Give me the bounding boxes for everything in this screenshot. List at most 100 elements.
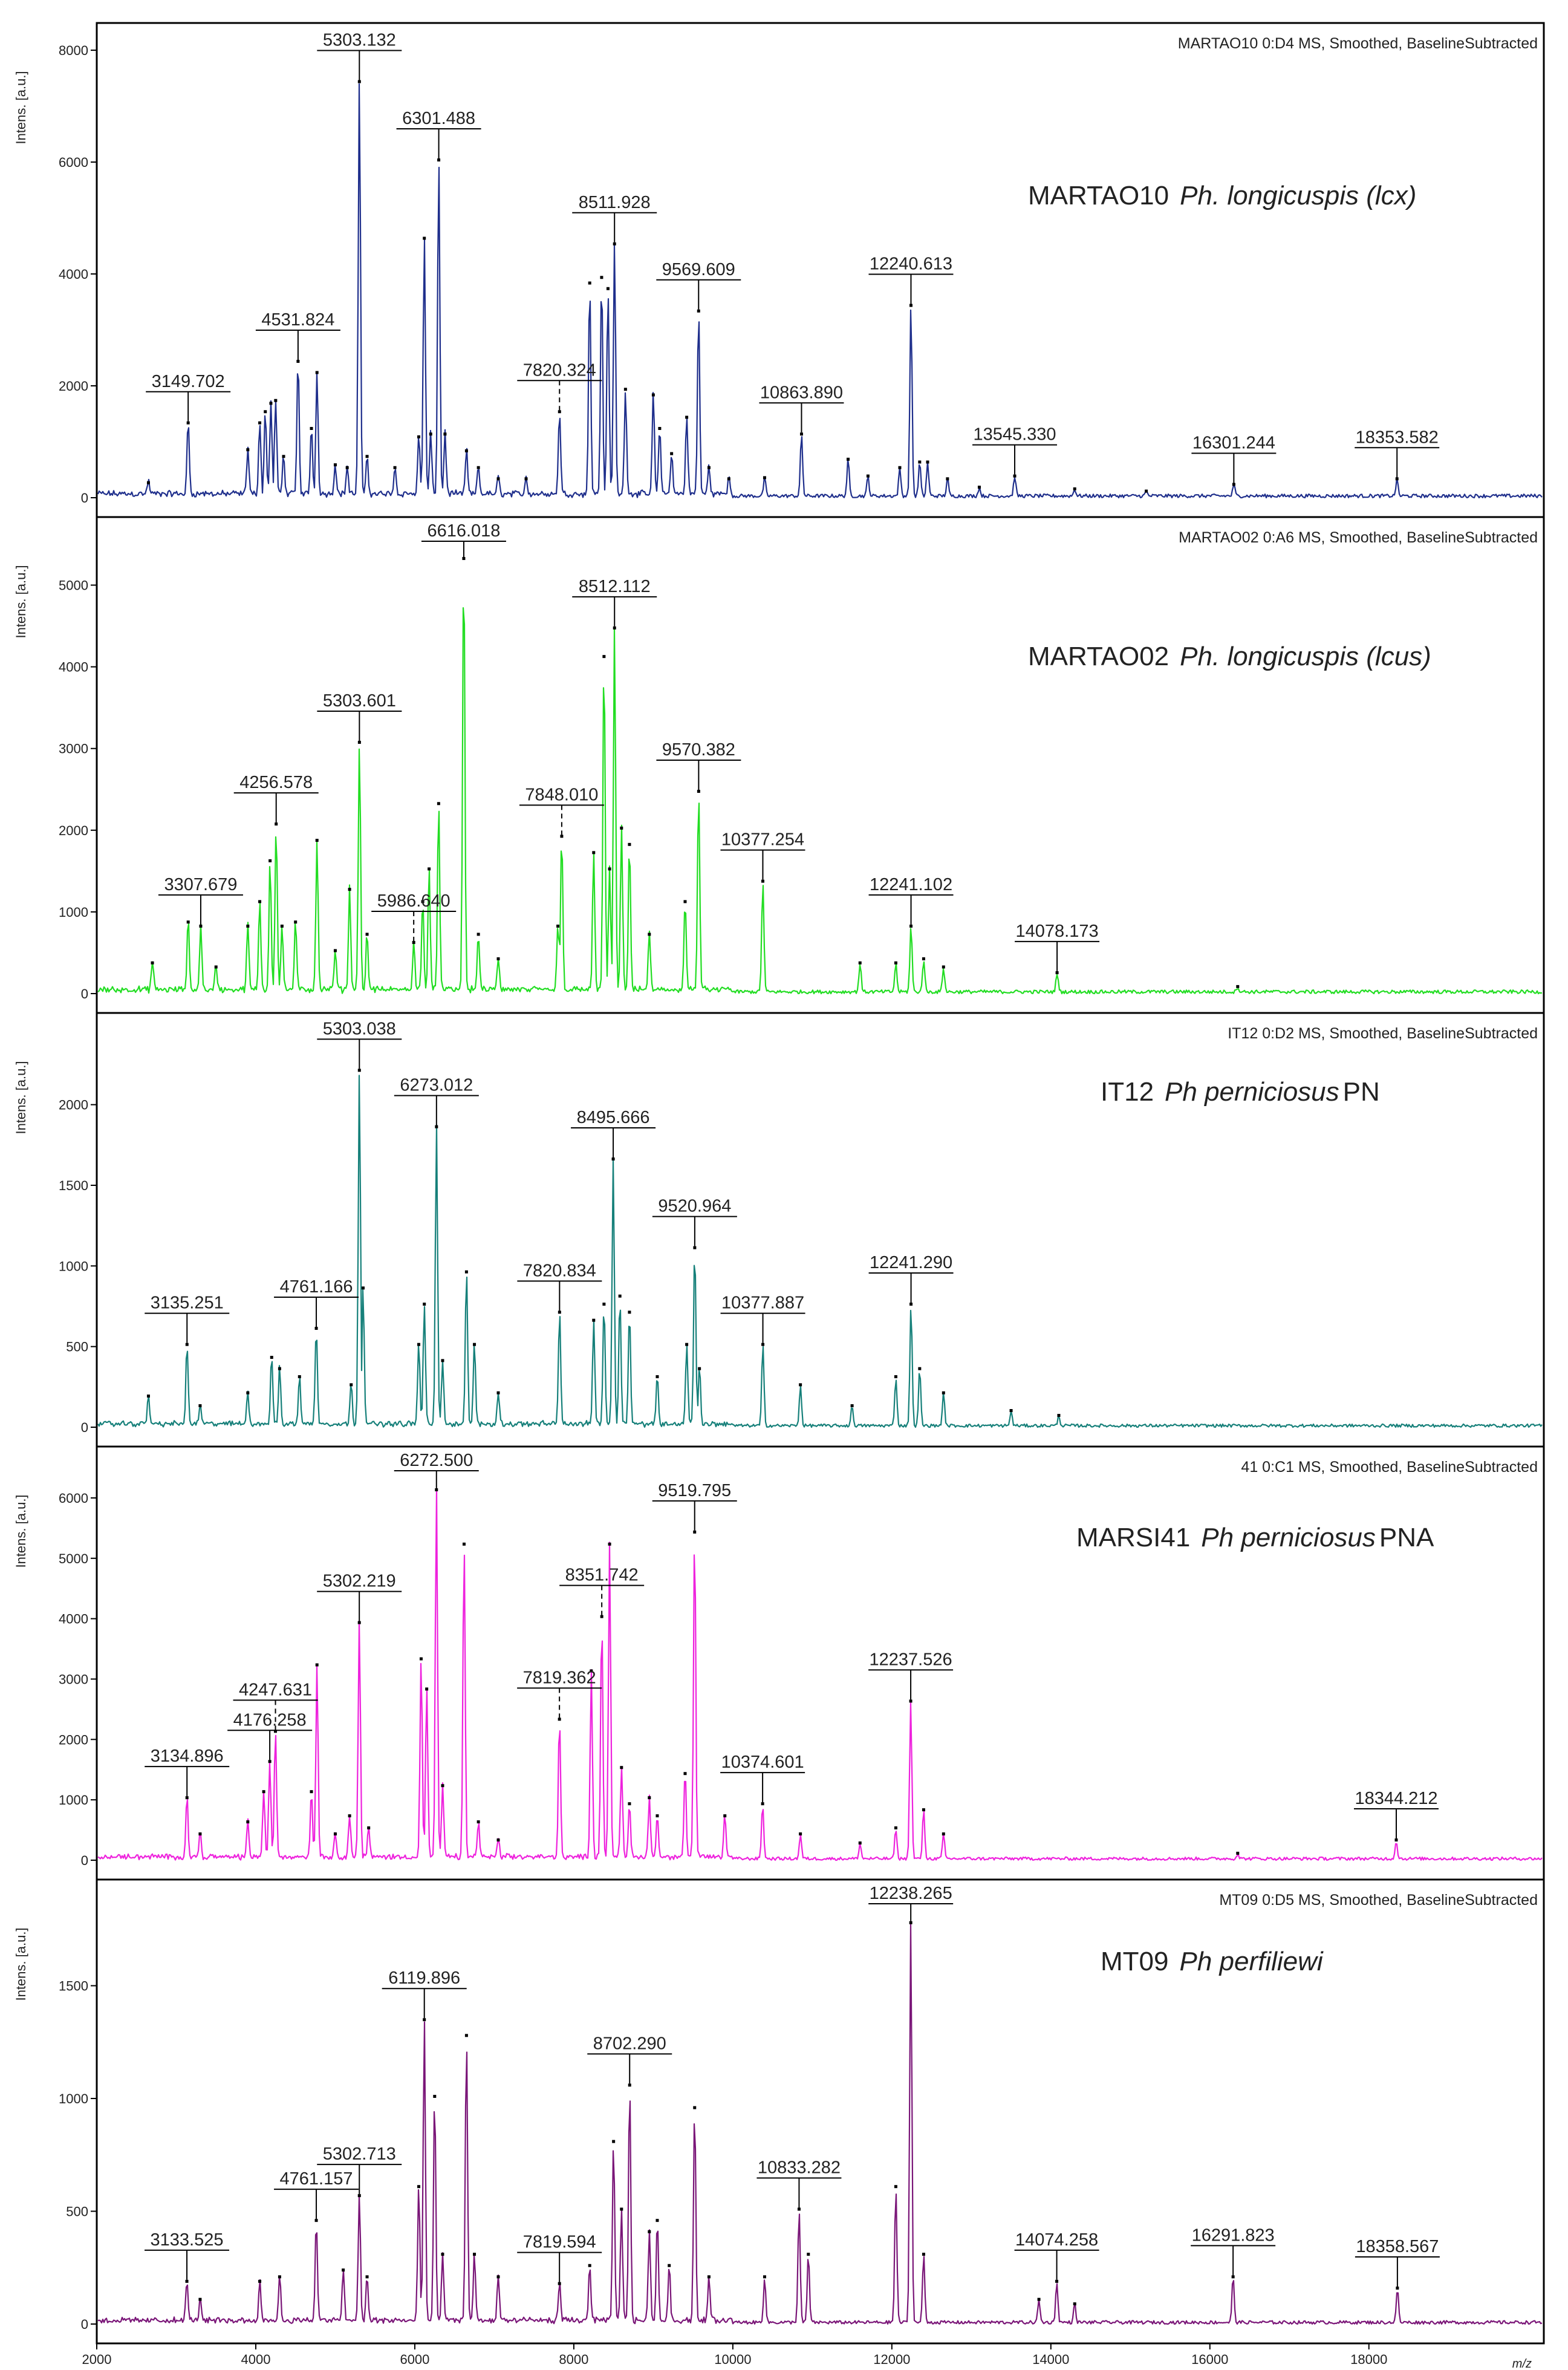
peak-label: 3133.525 <box>151 2230 224 2250</box>
species-name: Ph. longicuspis (lcus) <box>1180 642 1431 671</box>
y-tick-label: 5000 <box>59 578 88 593</box>
peak-marker <box>1396 477 1399 480</box>
peak-marker <box>1396 2287 1399 2290</box>
peak-marker <box>186 2280 189 2283</box>
peak-annotation: 5303.132 <box>317 31 402 83</box>
peak-marker <box>556 925 559 928</box>
peak-marker <box>348 888 351 891</box>
peak-marker <box>602 1303 605 1306</box>
x-tick-label: 8000 <box>559 2352 588 2367</box>
peak-marker <box>298 1375 301 1378</box>
y-tick-label: 3000 <box>59 1672 88 1687</box>
peak-annotation: 18353.582 <box>1355 428 1439 480</box>
peak-label: 3135.251 <box>151 1294 224 1313</box>
peak-marker <box>316 371 319 374</box>
y-tick-label: 4000 <box>59 1612 88 1627</box>
peak-marker <box>412 941 415 944</box>
peak-label: 6301.488 <box>402 109 475 128</box>
peak-marker <box>496 2275 499 2278</box>
species-suffix: PN <box>1343 1077 1380 1107</box>
peak-annotation: 7820.834 <box>517 1261 602 1314</box>
y-axis-label: Intens. [a.u.] <box>13 565 28 638</box>
peak-annotation: 9570.382 <box>656 740 741 793</box>
peak-marker <box>592 1319 595 1322</box>
peak-marker <box>942 965 945 968</box>
peak-marker <box>262 1790 265 1793</box>
peak-marker <box>648 2230 651 2233</box>
peak-marker <box>274 399 277 402</box>
peak-marker <box>334 949 337 952</box>
peak-label: 16301.244 <box>1192 434 1275 453</box>
spectrum-header: MARTAO10 0:D4 MS, Smoothed, BaselineSubt… <box>1178 35 1538 52</box>
peak-marker <box>423 1303 426 1306</box>
peak-annotation: 9519.795 <box>652 1481 737 1534</box>
peak-marker <box>648 1796 651 1799</box>
peak-label: 7820.834 <box>523 1261 596 1280</box>
peak-marker <box>477 933 480 936</box>
peak-marker <box>909 1303 912 1306</box>
peak-marker <box>1394 1838 1397 1841</box>
peak-marker <box>417 435 420 438</box>
peak-annotation: 3134.896 <box>145 1747 229 1799</box>
peak-marker <box>423 237 426 240</box>
species-name: Ph. longicuspis (lcx) <box>1180 181 1416 210</box>
peak-label: 5302.713 <box>323 2144 396 2164</box>
y-tick-label: 3000 <box>59 741 88 757</box>
peak-marker <box>670 452 673 455</box>
panel-frame <box>97 517 1544 1013</box>
peak-marker <box>187 422 190 425</box>
peak-marker <box>648 933 651 936</box>
x-axis: 2000 4000 6000 8000 10000 12000 14000 16000 1800… <box>82 2343 1532 2370</box>
peak-annotation: 8495.666 <box>571 1108 656 1161</box>
peak-annotation: 7819.362 <box>517 1668 602 1721</box>
y-tick-label: 2000 <box>59 1098 88 1113</box>
y-tick-label: 500 <box>66 2204 88 2219</box>
sample-label: MARTAO02 Ph. longicuspis (lcus) <box>1028 642 1431 671</box>
peak-marker <box>310 427 313 430</box>
peak-marker <box>798 2208 801 2211</box>
peak-marker <box>1057 1414 1060 1417</box>
peak-marker <box>473 1343 476 1346</box>
peak-marker <box>198 1832 201 1835</box>
peak-marker <box>465 449 468 452</box>
y-tick-label: 2000 <box>59 1732 88 1747</box>
peak-marker <box>258 422 261 425</box>
peak-marker <box>198 1404 201 1407</box>
peak-marker <box>362 1286 365 1289</box>
y-axis-label: Intens. [a.u.] <box>13 1061 28 1134</box>
peak-label: 14078.173 <box>1016 922 1099 941</box>
peak-marker <box>1038 2298 1041 2301</box>
peak-marker <box>1073 2302 1076 2305</box>
peak-marker <box>942 1392 945 1395</box>
peak-marker <box>723 1814 726 1817</box>
peak-marker <box>683 900 686 903</box>
peak-marker <box>473 2253 476 2256</box>
peak-label: 16291.823 <box>1192 2225 1275 2245</box>
peak-label: 5303.601 <box>323 691 396 711</box>
peak-marker <box>274 1730 277 1733</box>
peak-marker <box>441 1359 444 1362</box>
y-axis-label: Intens. [a.u.] <box>13 1927 28 2001</box>
peak-annotation: 9569.609 <box>656 260 741 313</box>
peak-annotation: 16291.823 <box>1191 2225 1275 2278</box>
peak-marker <box>350 1383 353 1386</box>
peak-label: 8511.928 <box>579 193 651 212</box>
peak-annotation: 12237.526 <box>868 1650 953 1702</box>
peak-marker <box>683 1772 686 1775</box>
peak-marker <box>358 2194 361 2197</box>
peak-marker <box>358 1621 361 1624</box>
x-tick-label: 4000 <box>241 2352 270 2367</box>
y-tick-label: 0 <box>81 2317 88 2332</box>
peak-annotation: 12240.613 <box>868 255 953 307</box>
peak-marker <box>366 2275 369 2278</box>
peak-marker <box>463 1543 466 1546</box>
peak-marker <box>620 827 623 830</box>
peak-marker <box>198 2298 201 2301</box>
spectrum-header: 41 0:C1 MS, Smoothed, BaselineSubtracted <box>1241 1459 1538 1476</box>
y-tick-label: 0 <box>81 1420 88 1435</box>
peak-marker <box>608 867 611 870</box>
y-axis-label: Intens. [a.u.] <box>13 71 28 144</box>
peak-label: 8495.666 <box>577 1108 650 1127</box>
peak-marker <box>348 1814 351 1817</box>
peak-marker <box>420 1658 423 1661</box>
